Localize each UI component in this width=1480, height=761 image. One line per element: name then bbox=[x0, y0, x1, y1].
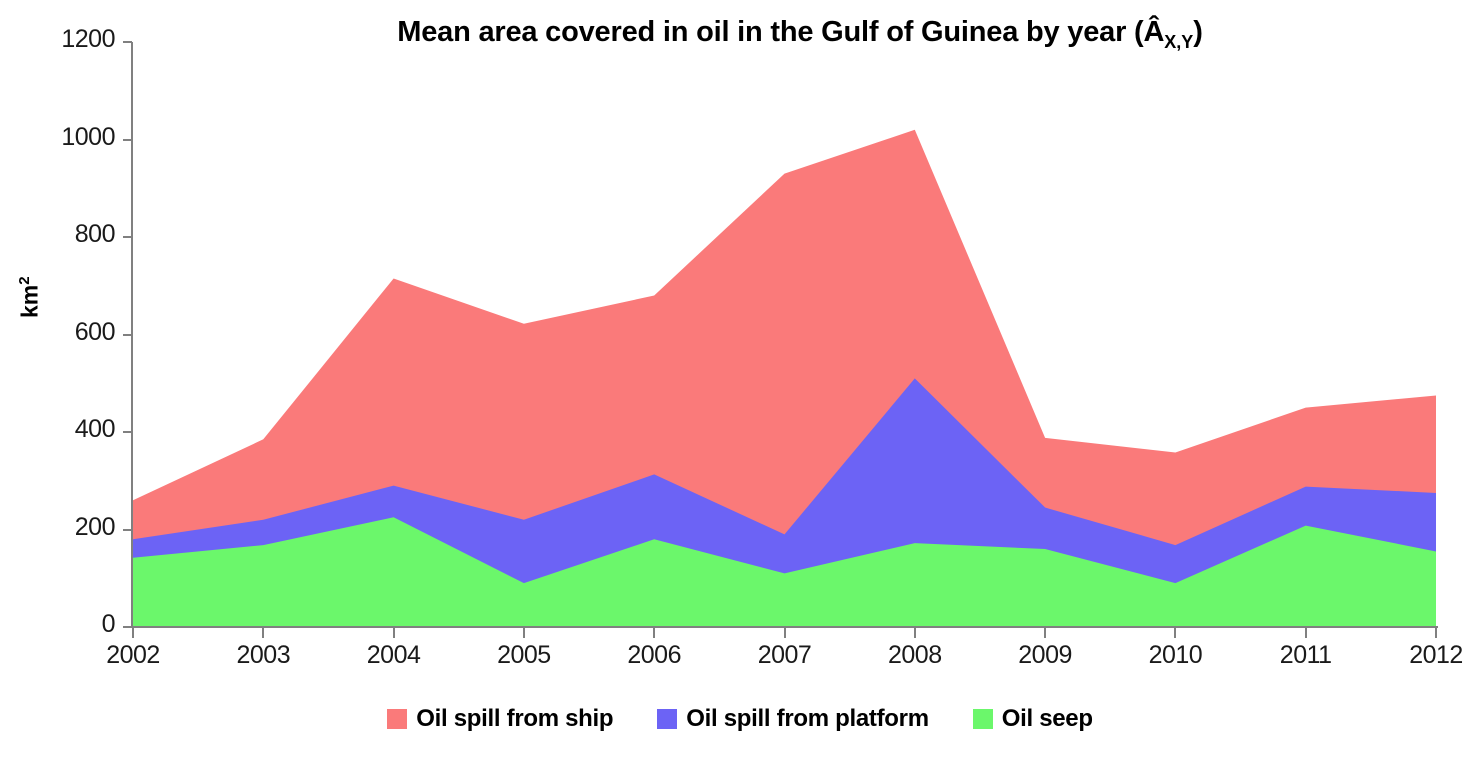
y-tick-mark bbox=[123, 41, 132, 43]
y-tick-label: 1000 bbox=[61, 122, 115, 151]
legend-item[interactable]: Oil spill from ship bbox=[387, 705, 614, 733]
plot-area bbox=[133, 129, 1436, 627]
y-axis-line bbox=[131, 42, 133, 628]
y-axis-title-superscript: 2 bbox=[16, 276, 33, 285]
x-tick-label: 2003 bbox=[236, 641, 291, 669]
y-tick-mark bbox=[123, 236, 132, 238]
x-tick-label: 2008 bbox=[887, 641, 942, 669]
x-tick-label: 2006 bbox=[627, 641, 681, 669]
x-axis-line bbox=[131, 626, 1438, 628]
y-tick-label: 200 bbox=[74, 512, 116, 541]
legend-swatch-icon bbox=[972, 709, 993, 729]
x-tick-mark bbox=[1044, 628, 1047, 638]
x-tick-label: 2011 bbox=[1279, 641, 1332, 669]
x-tick-mark bbox=[522, 628, 525, 638]
y-tick-mark bbox=[123, 138, 132, 141]
y-tick-mark bbox=[123, 333, 132, 336]
chart-title-subscript: X,Y bbox=[1164, 31, 1194, 52]
legend-item[interactable]: Oil spill from platform bbox=[657, 705, 929, 733]
y-axis-title: km2 bbox=[16, 276, 44, 318]
y-tick-label: 600 bbox=[74, 317, 116, 346]
y-tick-mark bbox=[123, 431, 132, 433]
y-tick-label: 400 bbox=[74, 415, 116, 443]
x-tick-mark bbox=[913, 628, 916, 638]
y-tick-mark bbox=[123, 528, 132, 531]
legend-item[interactable]: Oil seep bbox=[972, 705, 1093, 733]
x-tick-mark bbox=[1304, 628, 1307, 638]
legend-label: Oil spill from platform bbox=[686, 705, 929, 732]
x-tick-label: 2010 bbox=[1148, 641, 1203, 669]
legend-label: Oil spill from ship bbox=[416, 705, 614, 732]
x-tick-label: 2005 bbox=[497, 641, 551, 669]
y-tick-label: 1200 bbox=[61, 25, 115, 53]
x-tick-mark bbox=[783, 628, 786, 638]
y-tick-mark bbox=[123, 626, 132, 628]
y-axis-title-text: km bbox=[16, 284, 43, 318]
chart-title-suffix: ) bbox=[1193, 16, 1203, 48]
area-series-oil-seep bbox=[133, 517, 1436, 627]
legend-label: Oil seep bbox=[1001, 705, 1093, 732]
x-tick-label: 2007 bbox=[757, 641, 812, 669]
legend-swatch-icon bbox=[387, 709, 408, 729]
chart-title-main: Mean area covered in oil in the Gulf of … bbox=[397, 16, 1165, 48]
x-tick-label: 2009 bbox=[1018, 641, 1072, 669]
x-tick-label: 2012 bbox=[1409, 641, 1463, 669]
x-tick-mark bbox=[1174, 628, 1177, 638]
y-tick-label: 800 bbox=[74, 220, 116, 248]
x-tick-mark bbox=[132, 628, 134, 638]
x-tick-mark bbox=[392, 628, 395, 638]
x-tick-mark bbox=[262, 628, 265, 638]
legend-swatch-icon bbox=[657, 709, 678, 729]
area-series-oil-spill-from-ship bbox=[133, 129, 1436, 627]
x-tick-mark bbox=[653, 628, 656, 638]
y-tick-label: 0 bbox=[101, 610, 116, 638]
chart-legend: Oil spill from ship Oil spill from platfo… bbox=[0, 705, 1480, 733]
chart-title: Mean area covered in oil in the Gulf of … bbox=[0, 16, 1480, 53]
x-tick-label: 2004 bbox=[366, 641, 421, 669]
x-tick-label: 2002 bbox=[106, 641, 160, 669]
x-tick-mark bbox=[1435, 628, 1437, 638]
